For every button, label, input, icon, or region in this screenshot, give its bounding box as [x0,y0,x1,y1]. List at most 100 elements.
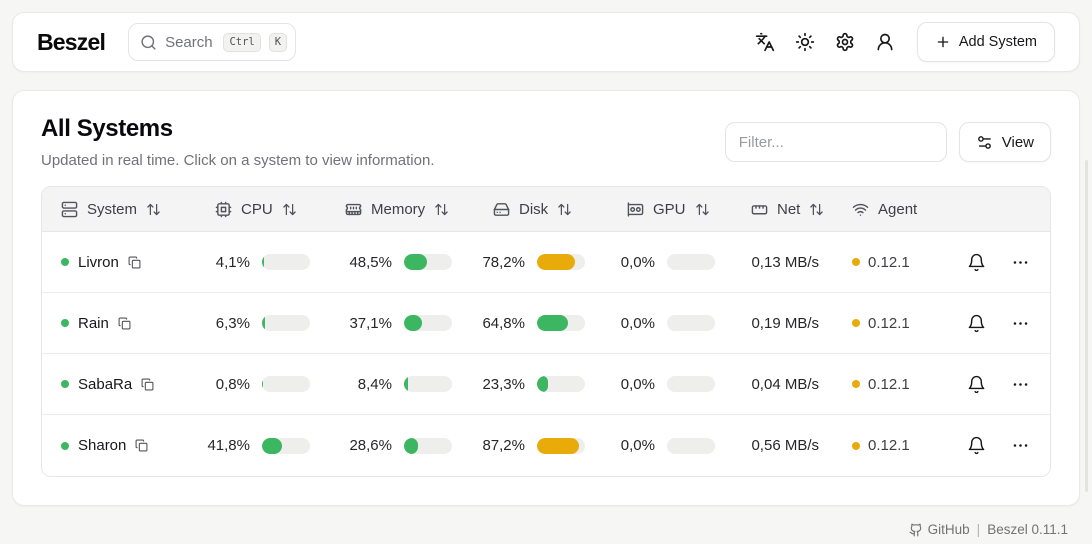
systems-table: System CPU Memory Di [41,186,1051,477]
cpu-meter [262,254,310,270]
copy-icon[interactable] [128,256,141,269]
add-system-button[interactable]: Add System [916,22,1055,62]
table-row[interactable]: SabaRa 0,8% 8,4% 23,3% 0,0% 0,04 MB/s 0.… [42,354,1050,415]
view-label: View [1001,133,1034,151]
cpu-value: 0,8% [215,375,250,393]
ellipsis-icon [1013,382,1027,386]
user-button[interactable] [869,26,901,58]
settings-button[interactable] [829,26,861,58]
copy-icon[interactable] [135,439,148,452]
agent-cell[interactable]: 0.12.1 [834,254,959,271]
hard-drive-icon [493,201,510,218]
system-cell: SabaRa [42,376,199,393]
gpu-cell: 0,0% [599,376,729,393]
row-menu-button[interactable] [1003,306,1037,340]
system-cell: Sharon [42,437,199,454]
memory-meter [404,437,452,454]
gpu-value: 0,0% [620,253,655,271]
theme-toggle-button[interactable] [789,26,821,58]
search-placeholder: Search [165,33,213,51]
cpu-value: 41,8% [207,437,250,454]
memory-value: 28,6% [349,437,392,454]
alerts-bell-button[interactable] [959,306,993,340]
agent-cell[interactable]: 0.12.1 [834,315,959,332]
bell-icon [968,253,984,271]
page-subtitle: Updated in real time. Click on a system … [41,152,435,169]
github-link[interactable]: GitHub [909,522,970,537]
ellipsis-icon [1013,260,1027,264]
cpu-cell: 41,8% [199,437,324,454]
cpu-cell: 4,1% [199,254,324,271]
system-cell: Rain [42,315,199,332]
memory-value: 37,1% [349,314,392,332]
ellipsis-icon [1013,321,1027,325]
cpu-meter [262,376,310,392]
add-system-label: Add System [958,34,1037,50]
table-row[interactable]: Sharon 41,8% 28,6% 87,2% 0,0% 0,56 MB/s … [42,415,1050,476]
table-row[interactable]: Livron 4,1% 48,5% 78,2% 0,0% 0,13 MB/s 0… [42,232,1050,293]
scrollbar[interactable] [1085,160,1088,492]
languages-icon [755,32,775,52]
disk-meter [537,437,585,454]
column-header-memory[interactable]: Memory [324,201,466,218]
table-header-row: System CPU Memory Di [42,187,1050,232]
footer-separator: | [976,522,981,537]
agent-cell[interactable]: 0.12.1 [834,376,959,393]
cpu-icon [215,201,232,218]
alerts-bell-button[interactable] [959,245,993,279]
disk-value: 87,2% [482,437,525,454]
table-controls: View [724,122,1051,162]
view-button[interactable]: View [958,122,1051,162]
search-input[interactable]: Search Ctrl K [128,23,297,61]
kbd-ctrl: Ctrl [223,32,261,52]
footer-version: Beszel 0.11.1 [987,522,1068,537]
alerts-bell-button[interactable] [959,367,993,401]
row-menu-button[interactable] [1003,367,1037,401]
disk-meter [537,315,585,331]
column-header-cpu[interactable]: CPU [199,201,324,218]
cpu-cell: 0,8% [199,376,324,393]
memory-meter [404,254,452,270]
agent-status-dot [852,258,860,266]
search-icon [140,34,157,51]
gpu-meter [667,376,715,392]
row-menu-button[interactable] [1003,245,1037,279]
memory-value: 8,4% [357,375,392,393]
memory-cell: 8,4% [324,376,466,393]
copy-icon[interactable] [118,317,131,330]
sort-icon [282,203,296,215]
column-header-net[interactable]: Net [729,201,834,218]
table-row[interactable]: Rain 6,3% 37,1% 64,8% 0,0% 0,19 MB/s 0.1… [42,293,1050,354]
memory-value: 48,5% [349,253,392,271]
page-title: All Systems [41,115,173,142]
row-menu-button[interactable] [1003,429,1037,463]
cpu-value: 6,3% [215,314,250,332]
bell-icon [968,436,984,455]
agent-version: 0.12.1 [868,253,910,271]
filter-input[interactable] [724,122,947,162]
system-name: Sharon [78,437,127,454]
column-header-disk[interactable]: Disk [466,201,599,218]
gpu-meter [667,254,715,270]
system-name: Rain [78,314,109,332]
sliders-icon [976,134,993,151]
alerts-bell-button[interactable] [959,429,993,463]
row-actions [959,245,1050,279]
nav-actions: Add System [749,22,1055,62]
cpu-meter [262,437,310,454]
status-dot [61,380,69,388]
disk-cell: 64,8% [466,315,599,332]
copy-icon[interactable] [141,378,154,391]
row-actions [959,306,1050,340]
ethernet-icon [751,201,768,218]
beszel-logo[interactable]: Beszel [37,28,106,55]
column-header-system[interactable]: System [42,201,199,218]
language-button[interactable] [749,26,781,58]
status-dot [61,441,69,450]
agent-cell[interactable]: 0.12.1 [834,437,959,454]
gpu-cell: 0,0% [599,315,729,332]
sort-icon [695,203,709,215]
status-dot [61,258,69,266]
cpu-value: 4,1% [215,253,250,271]
column-header-gpu[interactable]: GPU [599,201,729,218]
